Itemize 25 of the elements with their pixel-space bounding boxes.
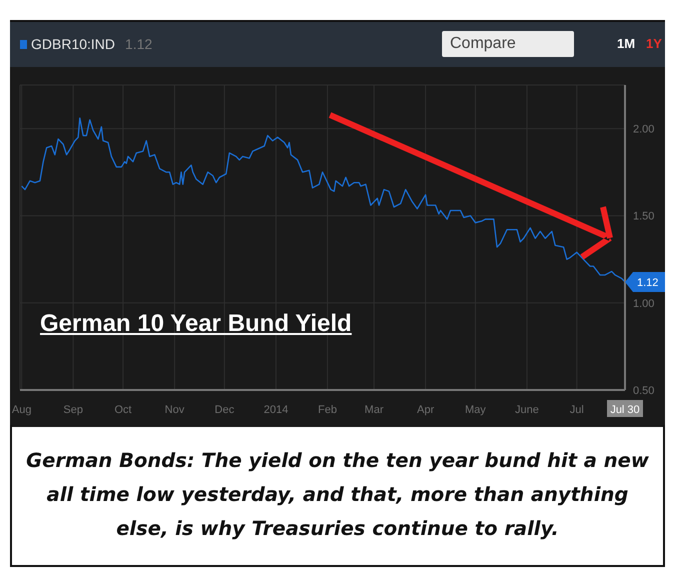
text: German 10 Year Bund Yield [40,310,352,338]
x-tick-label: Sep [63,404,83,416]
text: 1M [617,36,636,51]
compare-field: Compare [442,31,574,57]
x-tick-label: May [465,404,486,416]
x-tick-label: Feb [318,404,337,416]
annotation: 1.12 [637,276,658,289]
x-tick-label: Apr [416,404,434,416]
y-tick-label: 1.50 [633,210,654,223]
x-tick-label: Dec [214,404,235,416]
text: 1.12 [125,36,152,52]
x-tick-label: Jul [570,404,584,416]
x-tick-label: Jul 30 [610,404,640,416]
x-tick-label: June [515,404,539,416]
legend-label: GDBR10:IND [31,36,116,52]
y-tick-label: 2.00 [633,123,654,136]
x-tick-label: Mar [364,404,384,416]
x-tick-label: Nov [164,404,185,416]
y-tick-label: 0.50 [633,384,654,397]
text: 1Y [646,36,662,51]
y-tick-label: 1.00 [633,298,654,310]
x-tick-label: Oct [114,404,132,416]
x-tick-label: Aug [12,404,32,416]
text: German Bonds: The yield on the ten year bund hit a new all time low yesterday, and that, more than anything else, is why Treasuries continue to rally. [25,448,650,542]
x-tick-label: 2014 [264,404,288,416]
